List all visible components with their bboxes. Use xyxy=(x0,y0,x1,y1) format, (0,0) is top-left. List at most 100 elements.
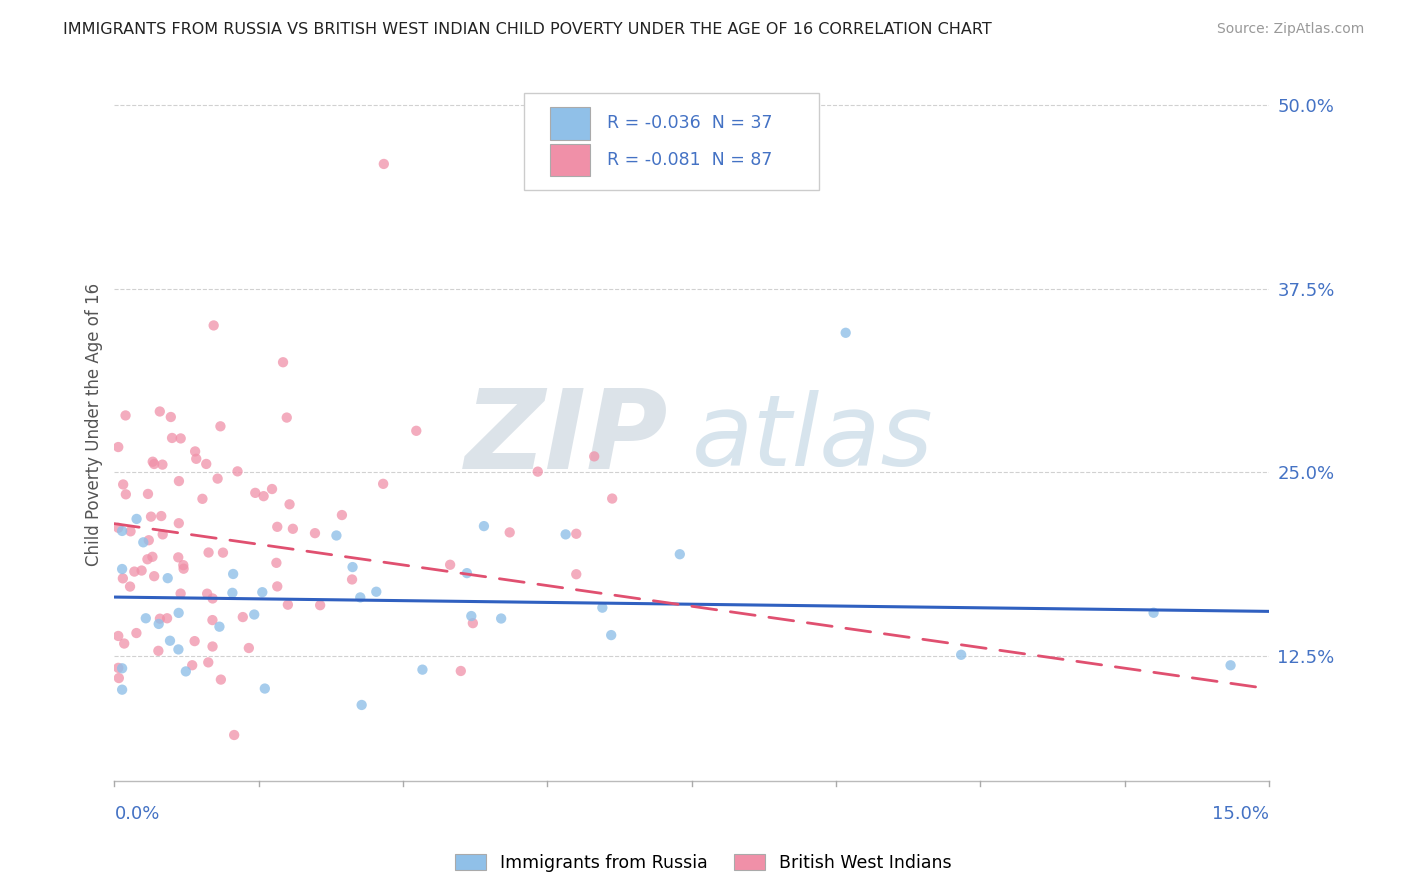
Point xyxy=(591,600,613,615)
Point xyxy=(238,640,260,655)
Point xyxy=(1219,658,1241,673)
Point xyxy=(201,613,224,627)
Point xyxy=(172,558,194,573)
Point xyxy=(277,598,299,612)
Point xyxy=(184,444,207,458)
Point xyxy=(201,640,224,654)
Point xyxy=(450,664,472,678)
Point xyxy=(112,477,135,491)
Point xyxy=(197,656,219,670)
Point xyxy=(191,491,214,506)
Point xyxy=(156,611,179,625)
Point xyxy=(266,579,288,593)
Point xyxy=(167,474,190,488)
Point xyxy=(152,458,174,472)
Point xyxy=(281,522,304,536)
Point xyxy=(148,644,170,658)
Point xyxy=(135,611,157,625)
Point xyxy=(245,486,267,500)
Point xyxy=(583,450,606,464)
FancyBboxPatch shape xyxy=(524,94,818,190)
Point xyxy=(304,526,326,541)
Point xyxy=(125,626,148,640)
Bar xyxy=(550,145,591,177)
Point xyxy=(405,424,427,438)
Point xyxy=(167,642,190,657)
Point xyxy=(278,497,301,511)
Point xyxy=(186,451,208,466)
Point xyxy=(111,682,134,697)
Point xyxy=(107,521,129,535)
Point xyxy=(330,508,353,522)
Point xyxy=(195,457,218,471)
Point xyxy=(243,607,266,622)
Point xyxy=(340,573,363,587)
Point xyxy=(114,409,136,423)
Point xyxy=(108,671,131,685)
Text: 15.0%: 15.0% xyxy=(1212,805,1270,823)
Point xyxy=(107,661,129,675)
Point xyxy=(565,526,588,541)
Point xyxy=(169,586,191,600)
Point xyxy=(212,546,235,560)
Legend: Immigrants from Russia, British West Indians: Immigrants from Russia, British West Ind… xyxy=(447,847,959,879)
Point xyxy=(139,509,162,524)
Point xyxy=(159,633,181,648)
Text: Source: ZipAtlas.com: Source: ZipAtlas.com xyxy=(1216,22,1364,37)
Point xyxy=(271,355,294,369)
Point xyxy=(224,728,246,742)
Point xyxy=(460,609,482,624)
Point xyxy=(260,482,283,496)
Point xyxy=(669,547,692,561)
Point xyxy=(276,410,298,425)
Point xyxy=(136,487,159,501)
Point xyxy=(253,681,276,696)
Point xyxy=(499,525,522,540)
Point xyxy=(118,580,141,594)
Point xyxy=(149,404,172,418)
Point xyxy=(167,606,190,620)
Point xyxy=(120,524,142,539)
Point xyxy=(152,527,174,541)
Point xyxy=(1142,606,1164,620)
Point xyxy=(142,455,165,469)
Point xyxy=(197,545,219,559)
Point xyxy=(325,528,347,542)
Point xyxy=(456,566,478,581)
Text: atlas: atlas xyxy=(692,391,934,487)
Point xyxy=(253,489,276,503)
Point xyxy=(554,527,576,541)
Point xyxy=(342,560,364,574)
Point xyxy=(350,698,373,712)
Point xyxy=(174,665,197,679)
Point xyxy=(183,634,205,648)
Point xyxy=(309,598,332,612)
Point xyxy=(159,409,181,424)
Point xyxy=(950,648,973,662)
Point xyxy=(124,565,146,579)
Point xyxy=(156,571,179,585)
Point xyxy=(489,611,512,625)
Point xyxy=(125,512,148,526)
Point xyxy=(148,616,170,631)
Point xyxy=(600,628,623,642)
Y-axis label: Child Poverty Under the Age of 16: Child Poverty Under the Age of 16 xyxy=(86,283,103,566)
Point xyxy=(373,157,395,171)
Point xyxy=(138,533,160,548)
Text: R = -0.036  N = 37: R = -0.036 N = 37 xyxy=(607,114,773,133)
Point xyxy=(209,673,232,687)
Point xyxy=(160,431,183,445)
Point xyxy=(207,472,229,486)
Point xyxy=(226,464,249,478)
Text: ZIP: ZIP xyxy=(465,385,669,492)
Point xyxy=(208,620,231,634)
Point xyxy=(472,519,495,533)
Point xyxy=(170,432,193,446)
Point xyxy=(141,549,163,564)
Point xyxy=(222,566,245,581)
Point xyxy=(112,636,135,650)
Point xyxy=(366,584,388,599)
Point xyxy=(143,457,166,471)
Point xyxy=(107,629,129,643)
Point xyxy=(181,658,204,673)
